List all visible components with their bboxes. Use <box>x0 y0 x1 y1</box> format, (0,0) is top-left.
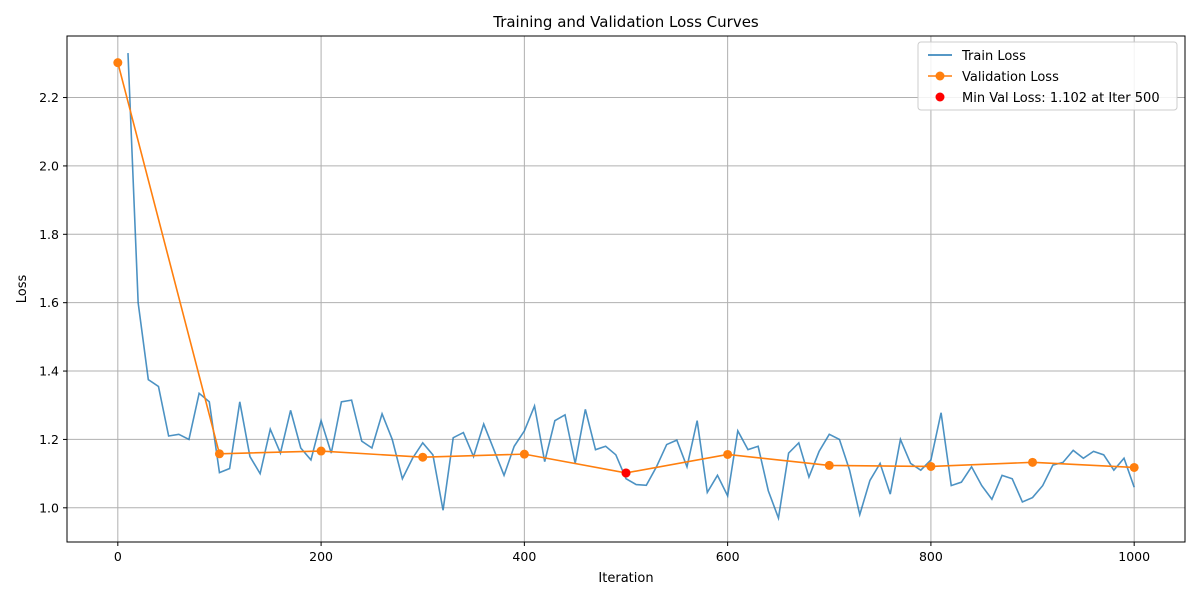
validation-loss-point <box>824 460 834 470</box>
legend-train-label: Train Loss <box>961 49 1026 64</box>
grid-lines <box>67 36 1185 542</box>
series-layer <box>113 53 1139 522</box>
y-axis-label: Loss <box>15 275 30 304</box>
validation-loss-point <box>723 449 733 459</box>
x-tick-label: 200 <box>309 549 333 564</box>
chart-title: Training and Validation Loss Curves <box>492 13 759 31</box>
validation-loss-point <box>113 58 123 68</box>
validation-loss-point <box>926 461 936 471</box>
legend-box <box>917 41 1178 111</box>
validation-loss-point <box>418 452 428 462</box>
y-tick-label: 2.0 <box>39 158 59 173</box>
validation-loss-point <box>1028 457 1038 467</box>
legend-val-marker <box>935 71 945 81</box>
x-tick-label: 600 <box>716 549 740 564</box>
y-tick-label: 1.6 <box>39 295 59 310</box>
min-val-loss-point <box>621 468 631 478</box>
x-axis-label: Iteration <box>598 571 653 586</box>
y-tick-label: 1.2 <box>39 432 59 447</box>
legend: Train Loss Validation Loss Min Val Loss:… <box>917 41 1178 111</box>
y-tick-label: 1.4 <box>39 364 59 379</box>
plot-frame <box>66 35 1186 543</box>
x-tick-label: 800 <box>919 549 943 564</box>
legend-min-marker <box>935 92 945 102</box>
validation-loss-point <box>214 449 224 459</box>
axis-ticks: 0 200 400 600 800 1000 1.0 1.2 1.4 1.6 1.8 2.0 2.2 <box>39 90 1150 564</box>
validation-loss-point <box>316 446 326 456</box>
validation-loss-point <box>1129 462 1139 472</box>
x-tick-label: 400 <box>512 549 536 564</box>
y-tick-label: 2.2 <box>39 90 59 105</box>
x-tick-label: 1000 <box>1118 549 1150 564</box>
validation-loss-point <box>519 449 529 459</box>
legend-val-label: Validation Loss <box>962 70 1059 85</box>
y-tick-label: 1.8 <box>39 227 59 242</box>
train-loss-line <box>127 53 1135 522</box>
legend-min-label: Min Val Loss: 1.102 at Iter 500 <box>962 91 1160 106</box>
y-tick-label: 1.0 <box>39 500 59 515</box>
x-tick-label: 0 <box>114 549 122 564</box>
